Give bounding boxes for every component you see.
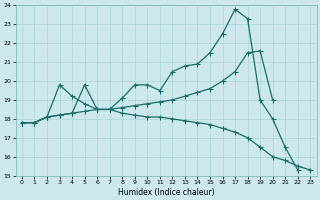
X-axis label: Humidex (Indice chaleur): Humidex (Indice chaleur) (118, 188, 214, 197)
